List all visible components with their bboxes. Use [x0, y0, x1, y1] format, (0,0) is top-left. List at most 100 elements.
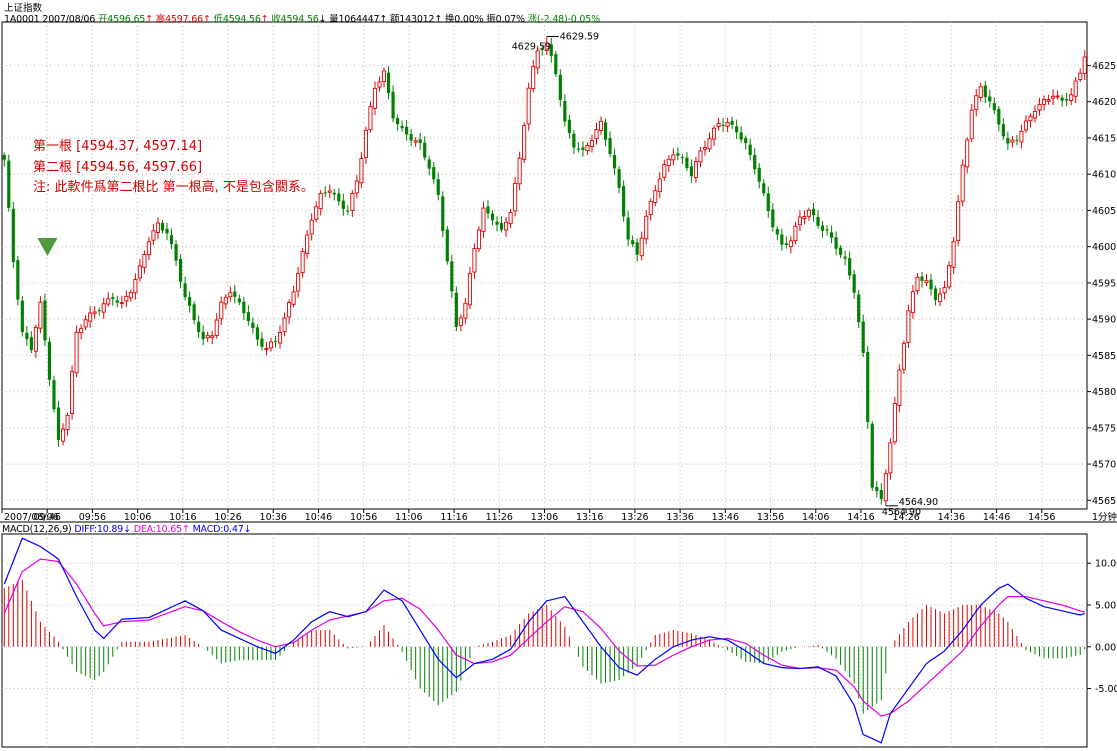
low-value: 4594.56	[222, 14, 261, 25]
candle-body-down	[784, 243, 788, 245]
x-tick-label: 14:16	[847, 512, 874, 523]
volume-arrow-icon: ↑	[379, 14, 388, 25]
candle-body-up	[938, 293, 943, 303]
candle-body-down	[685, 157, 689, 169]
candle-body-up	[1037, 104, 1042, 111]
candle-body-up	[133, 279, 138, 294]
y-tick-label: 4605.0	[1092, 206, 1117, 217]
amount-label: 额	[389, 14, 400, 25]
candle-body-up	[956, 201, 961, 242]
low-value-label-2: 4564.90	[882, 507, 921, 518]
candle-body-down	[879, 490, 883, 500]
candle-body-up	[146, 241, 151, 255]
candle-body-up	[282, 317, 287, 333]
candle-body-down	[852, 274, 856, 293]
candle-body-up	[155, 222, 161, 233]
candle-body-up	[124, 295, 129, 302]
candle-body-down	[242, 301, 246, 314]
candle-body-up	[951, 241, 956, 268]
turnover-label: 换	[444, 14, 455, 25]
dea-value: 10.65	[155, 524, 182, 535]
amount-arrow-icon: ↑	[434, 14, 443, 25]
candle-body-down	[612, 154, 617, 169]
x-tick-label: 14:36	[938, 512, 965, 523]
candle-body-down	[445, 229, 449, 262]
candle-body-up	[219, 301, 224, 320]
candle-body-up	[38, 301, 43, 329]
amplitude-label: 振	[486, 14, 496, 25]
candle-body-down	[603, 122, 608, 140]
candle-body-down	[486, 206, 490, 214]
candle-body-down	[436, 179, 440, 195]
x-tick-label: 13:36	[666, 512, 693, 523]
candle-body-down	[499, 223, 504, 230]
open-value: 4596.65	[107, 14, 146, 25]
y-tick-label: 4590.0	[1092, 315, 1117, 326]
candle-body-up	[377, 81, 382, 88]
candle-body-up	[223, 296, 228, 305]
candle-body-up	[960, 164, 965, 202]
candle-body-up	[1082, 56, 1087, 74]
candle-body-up	[1010, 139, 1015, 143]
x-tick-label: 10:46	[305, 512, 332, 523]
candle-body-down	[495, 221, 499, 225]
y-tick-label: 4620.0	[1092, 97, 1117, 108]
candle-body-down	[622, 186, 626, 217]
candle-body-up	[300, 251, 305, 274]
macd-value: 0.47	[223, 524, 244, 535]
high-value: 4597.66	[165, 14, 203, 25]
candle-body-up	[1073, 80, 1078, 97]
candle-body-down	[432, 167, 436, 180]
candle-body-up	[137, 265, 142, 279]
macd-y-tick-label: 0.00	[1095, 642, 1116, 653]
dea-line	[3, 558, 1085, 717]
window-title: 上证指数	[4, 3, 43, 14]
y-tick-label: 4615.0	[1092, 133, 1117, 144]
y-tick-label: 4580.0	[1092, 387, 1117, 398]
candle-body-down	[857, 294, 861, 323]
candle-body-up	[368, 106, 373, 131]
candle-body-up	[504, 221, 509, 231]
candle-body-up	[472, 248, 477, 273]
candle-body-down	[160, 222, 165, 231]
candle-body-down	[1006, 138, 1010, 144]
x-tick-label: 10:26	[214, 512, 241, 523]
candle-body-up	[305, 234, 310, 254]
x-tick-label: 10:06	[124, 512, 151, 523]
candle-body-up	[296, 273, 301, 292]
candle-body-up	[119, 302, 124, 304]
candle-body-down	[409, 134, 413, 141]
candle-body-up	[535, 50, 540, 69]
candle-body-down	[178, 259, 183, 282]
candle-body-down	[332, 192, 336, 195]
candle-body-down	[811, 208, 816, 216]
candle-body-down	[7, 160, 11, 208]
candle-body-up	[205, 335, 210, 339]
candle-body-down	[165, 228, 169, 234]
candle-body-down	[2, 154, 6, 160]
candle-body-down	[260, 338, 264, 347]
candle-body-down	[323, 192, 327, 194]
volume-value: 1064447	[338, 14, 380, 25]
candle-body-up	[88, 312, 93, 322]
candle-body-down	[839, 247, 843, 255]
candle-body-up	[1023, 120, 1029, 131]
candle-body-up	[924, 280, 929, 284]
candle-body-down	[549, 44, 553, 56]
candle-body-down	[762, 183, 766, 194]
candle-body-down	[450, 261, 454, 292]
candle-body-down	[418, 139, 422, 143]
candle-body-up	[277, 331, 283, 344]
x-tick-label: 10:56	[350, 512, 377, 523]
candle-body-down	[273, 340, 278, 342]
candle-body-down	[866, 351, 870, 422]
candle-body-up	[531, 66, 536, 90]
candle-body-up	[359, 158, 364, 184]
x-tick-label: 11:16	[440, 512, 467, 523]
candle-body-up	[65, 414, 70, 431]
candle-body-down	[16, 260, 20, 300]
candle-body-up	[702, 147, 708, 150]
candle-body-up	[1042, 99, 1047, 105]
candle-body-up	[915, 276, 920, 292]
